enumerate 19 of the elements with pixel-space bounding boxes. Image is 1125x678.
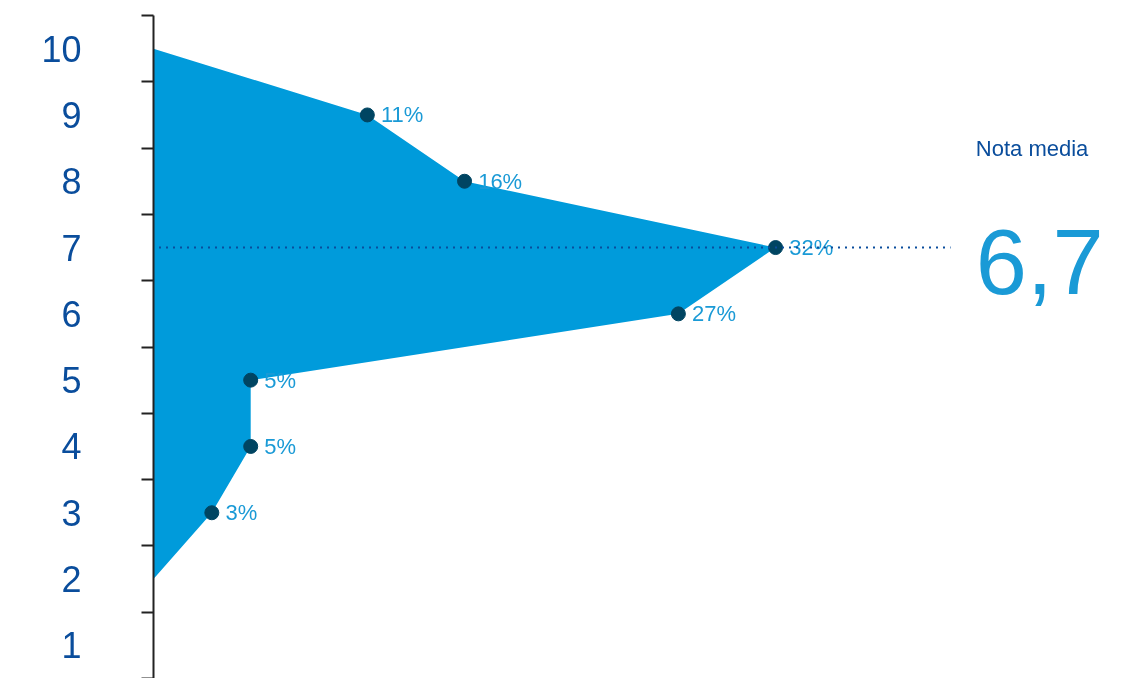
data-label: 5% [264, 367, 297, 393]
ref-line-label: 6,7 [975, 210, 1104, 313]
data-label: 11% [380, 102, 424, 128]
data-label: 27% [691, 301, 737, 327]
y-tick-label: 9 [61, 94, 82, 136]
y-tick-label: 10 [41, 28, 82, 70]
data-label: 5% [264, 433, 297, 459]
data-label: 32% [789, 235, 834, 261]
data-label: 16% [478, 168, 523, 194]
text: Nota media [975, 135, 1090, 161]
y-tick-label: 4 [61, 426, 82, 468]
y-tick-label: 5 [61, 360, 82, 402]
y-tick-label: 8 [61, 161, 82, 203]
y-tick-label: 2 [61, 559, 82, 601]
data-label: 3% [225, 500, 258, 526]
y-tick-label: 1 [61, 625, 82, 667]
y-tick-label: 3 [61, 492, 82, 534]
y-tick-label: 7 [61, 227, 82, 269]
y-tick-label: 6 [61, 293, 82, 335]
